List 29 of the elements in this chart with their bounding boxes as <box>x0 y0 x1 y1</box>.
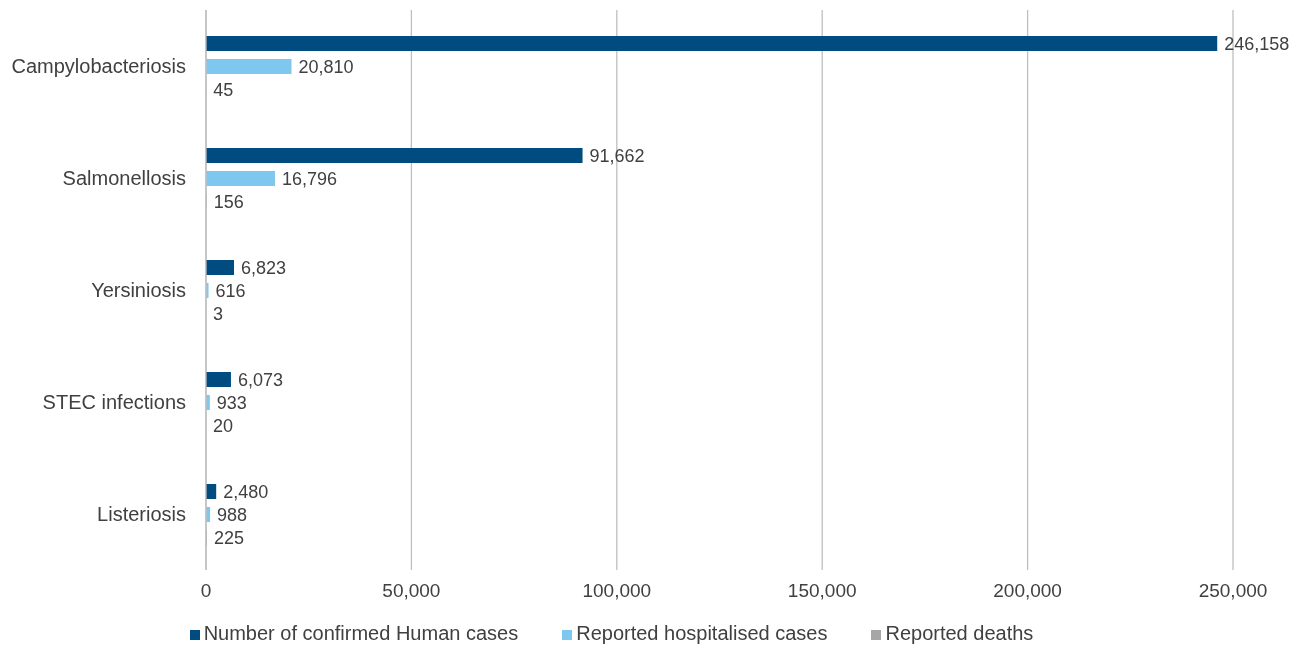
x-tick-label: 50,000 <box>382 580 441 602</box>
x-tick-label: 100,000 <box>582 580 652 602</box>
data-label: 2,480 <box>223 481 269 502</box>
data-label: 20 <box>213 415 234 436</box>
data-label: 156 <box>213 191 244 212</box>
data-label: 45 <box>213 79 234 100</box>
data-label: 933 <box>216 392 247 413</box>
data-label: 20,810 <box>298 56 354 77</box>
data-label: 225 <box>213 527 244 548</box>
legend-label: Number of confirmed Human cases <box>203 622 519 644</box>
x-tick-label: 150,000 <box>787 580 857 602</box>
y-tick-label: Yersiniosis <box>91 279 186 302</box>
data-label: 16,796 <box>282 168 338 189</box>
y-tick-label: Salmonellosis <box>62 167 186 190</box>
data-label: 616 <box>215 280 246 301</box>
data-label: 91,662 <box>589 145 645 166</box>
x-tick-label: 200,000 <box>993 580 1062 602</box>
y-tick-label: STEC infections <box>42 391 186 414</box>
x-tick-label: 250,000 <box>1198 580 1268 602</box>
y-tick-label: Listeriosis <box>97 503 186 526</box>
data-label: 6,073 <box>237 369 283 390</box>
data-label: 3 <box>213 303 224 324</box>
y-tick-label: Campylobacteriosis <box>11 55 186 78</box>
data-label: 6,823 <box>241 257 287 278</box>
legend-label: Reported hospitalised cases <box>576 622 828 644</box>
x-tick-label: 0 <box>200 580 212 602</box>
data-label: 988 <box>217 504 248 525</box>
legend-label: Reported deaths <box>885 622 1034 644</box>
data-label: 246,158 <box>1224 33 1290 54</box>
